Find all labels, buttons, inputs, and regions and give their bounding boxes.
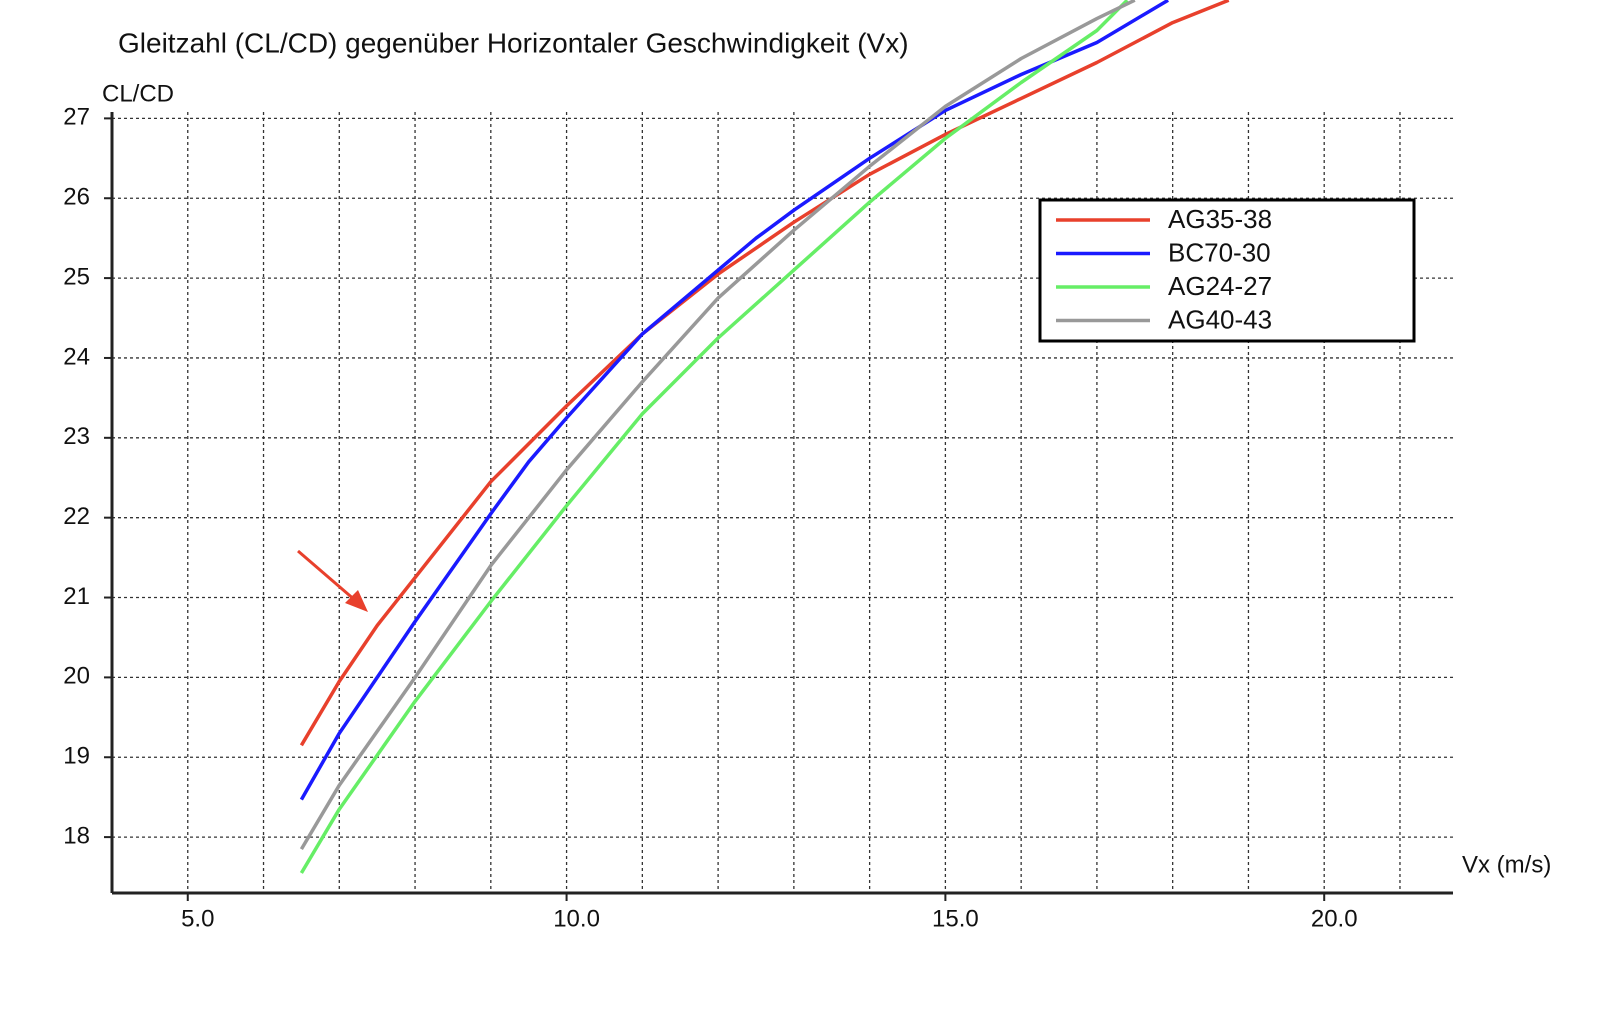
- x-tick-label: 20.0: [1311, 905, 1358, 932]
- data-line: [299, 0, 1129, 874]
- legend-label: AG35-38: [1168, 204, 1272, 234]
- y-tick-label: 26: [63, 184, 90, 211]
- chart-title: Gleitzahl (CL/CD) gegenüber Horizontaler…: [118, 27, 909, 58]
- x-tick-label: 5.0: [181, 905, 214, 932]
- annotation-arrow: [297, 549, 368, 612]
- legend-label: AG40-43: [1168, 304, 1272, 334]
- y-tick-label: 27: [63, 104, 90, 131]
- data-line: [299, 0, 1230, 747]
- y-tick-label: 24: [63, 343, 90, 370]
- x-tick-label: 10.0: [553, 905, 600, 932]
- data-line: [299, 0, 1136, 850]
- y-tick-label: 23: [63, 423, 90, 450]
- legend: [1038, 198, 1416, 343]
- y-tick-label: 19: [63, 743, 90, 770]
- legend-label: BC70-30: [1168, 237, 1271, 267]
- x-tick-label: 15.0: [932, 905, 979, 932]
- y-axis-label: CL/CD: [102, 80, 174, 107]
- lines: [299, 0, 1230, 874]
- y-tick-label: 20: [63, 663, 90, 690]
- y-tick-label: 21: [63, 583, 90, 610]
- y-tick-label: 25: [63, 263, 90, 290]
- data-line: [299, 0, 1169, 801]
- grid: [104, 112, 1453, 901]
- legend-label: AG24-27: [1168, 271, 1272, 301]
- y-tick-label: 18: [63, 822, 90, 849]
- y-tick-label: 22: [63, 503, 90, 530]
- x-axis-label: Vx (m/s): [1462, 851, 1551, 878]
